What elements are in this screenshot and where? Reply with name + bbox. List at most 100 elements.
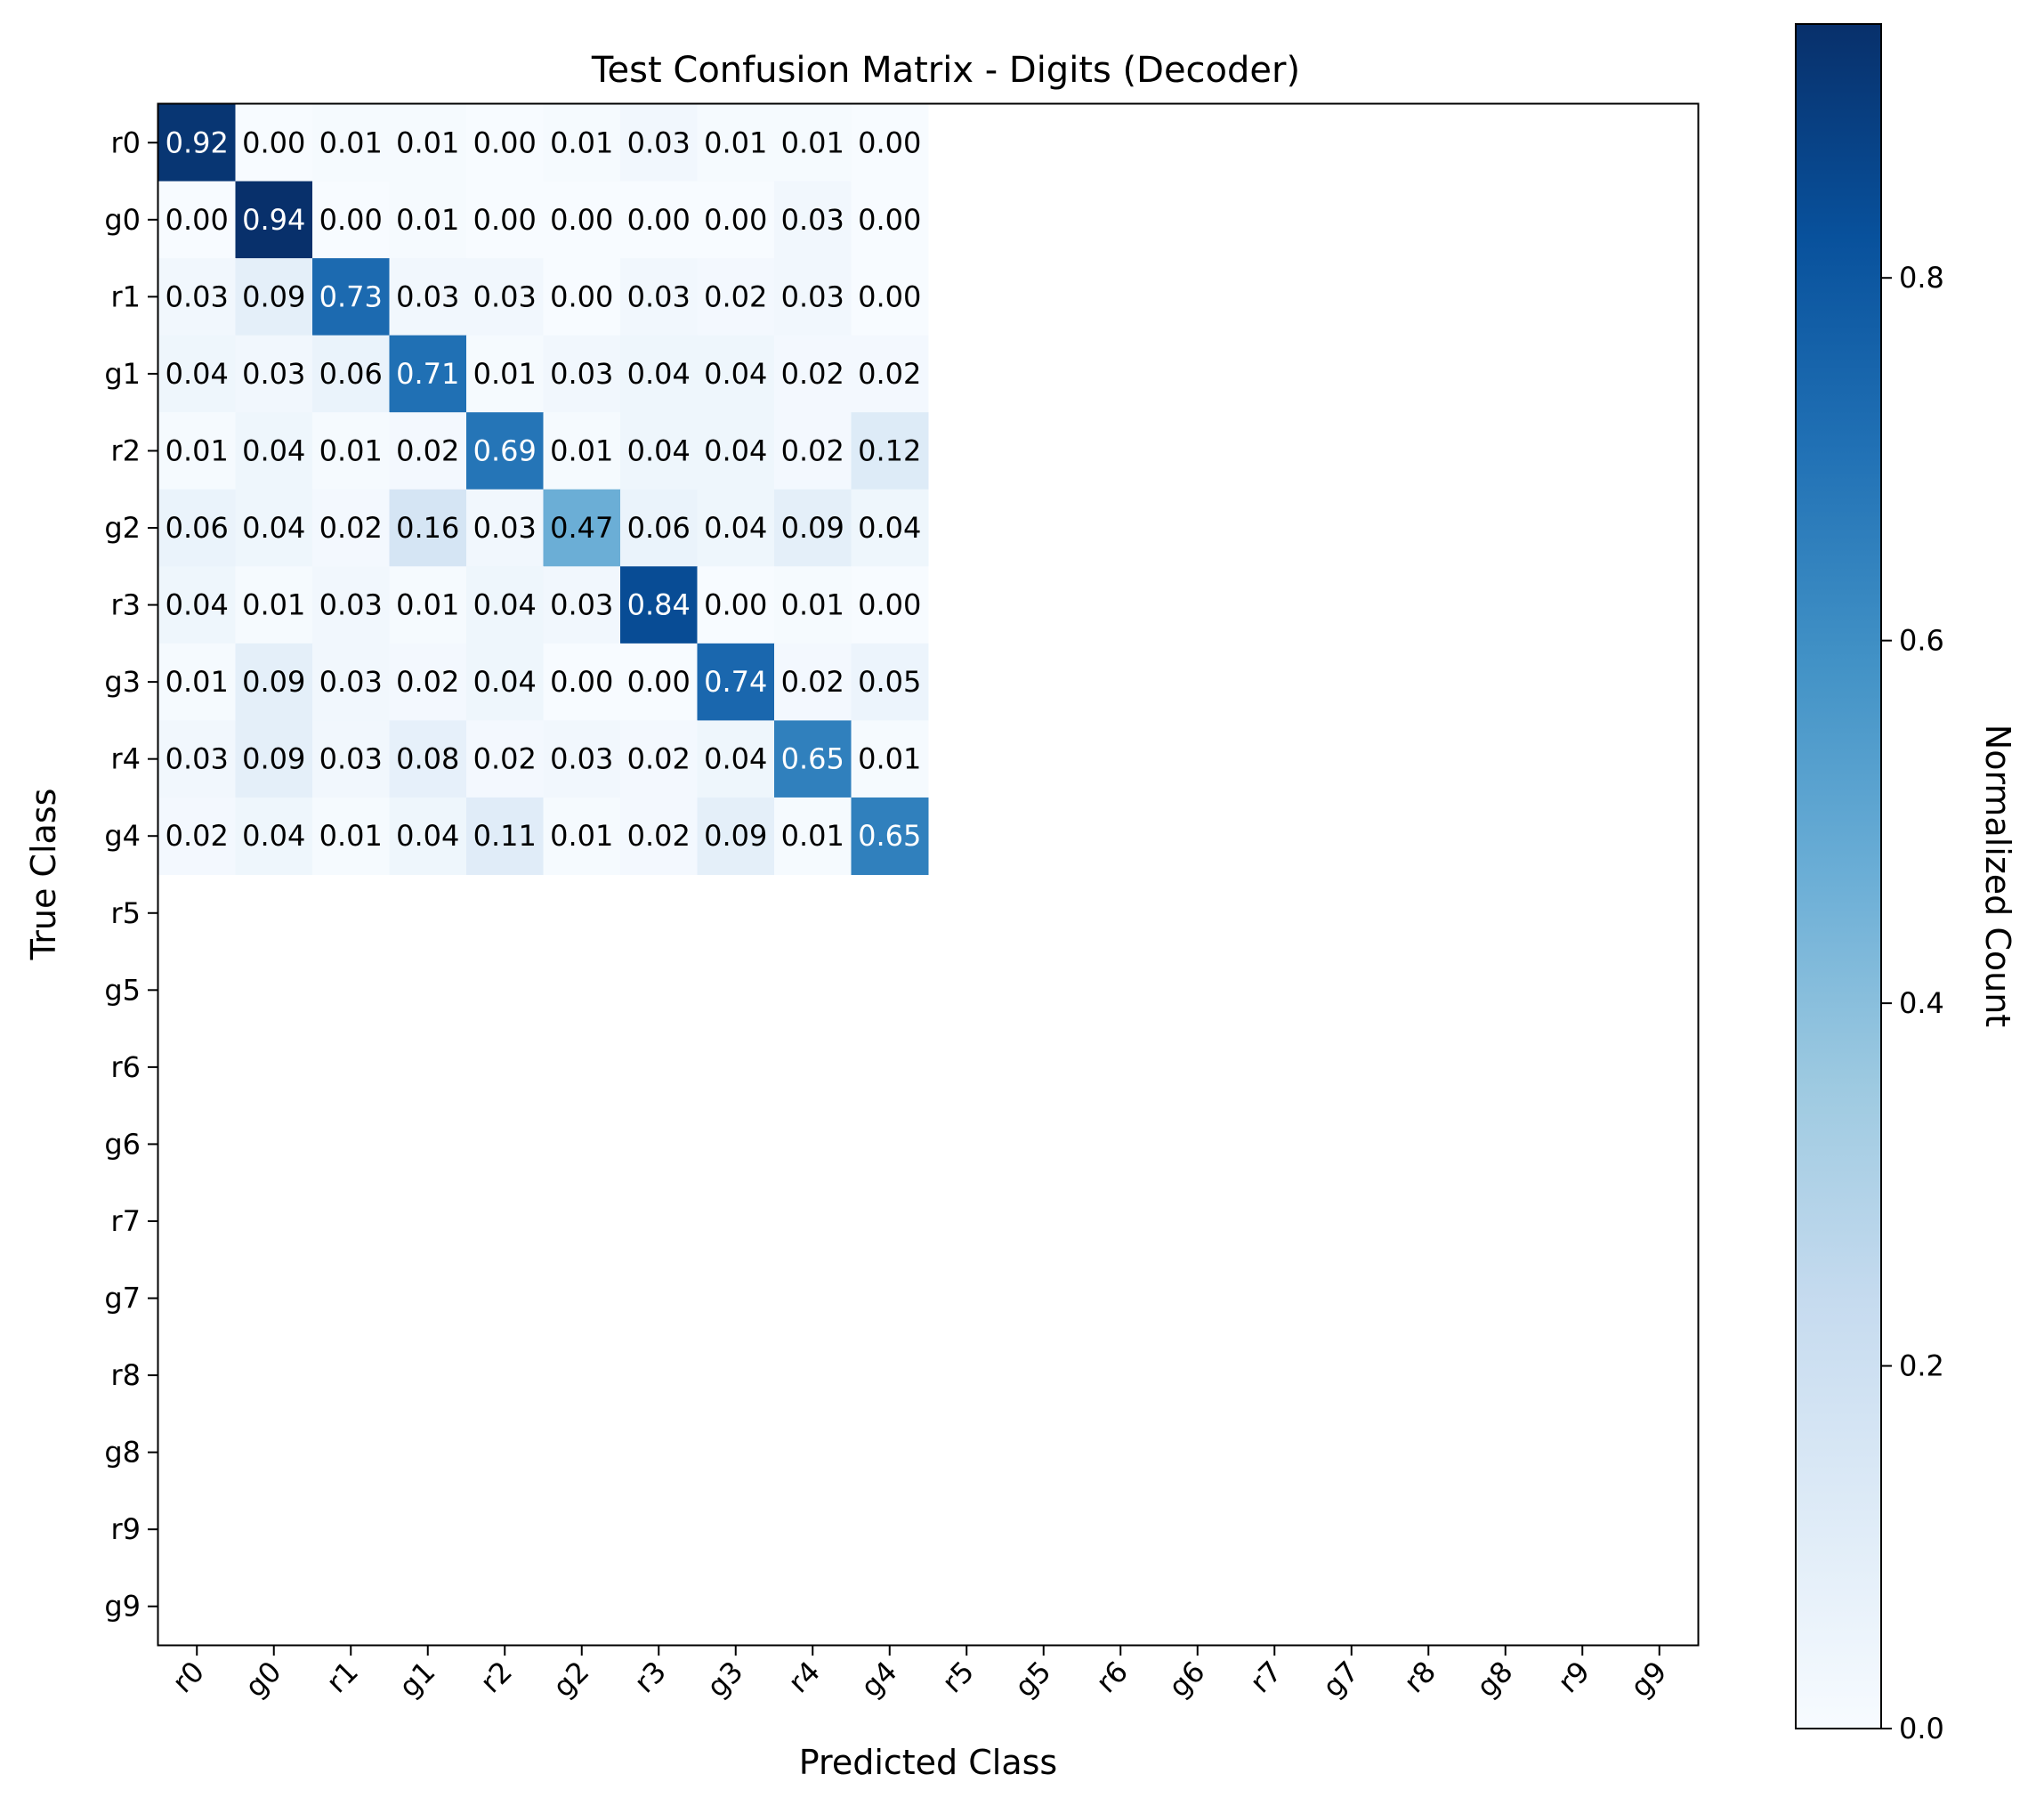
heatmap-cell <box>697 104 775 182</box>
x-axis-ticks: r0 g0 r1 g1 r2 g2 r3 g3 r4 g4 r5 g5 r6 g6 r7 g7 r8 g8 r9 g9 <box>166 1645 1673 1704</box>
cell-value-label: 0.01 <box>550 126 613 159</box>
cell-value-label: 0.04 <box>704 357 767 391</box>
heatmap-cell <box>235 797 313 875</box>
cell-value-label: 0.03 <box>781 203 844 237</box>
x-tick-label: g4 <box>854 1655 904 1705</box>
heatmap-cell <box>235 643 313 721</box>
cell-value-label: 0.06 <box>166 511 229 545</box>
heatmap-cell <box>697 258 775 336</box>
heatmap-cell <box>543 643 621 721</box>
heatmap-cell <box>235 335 313 413</box>
cell-value-label: 0.00 <box>473 126 537 159</box>
heatmap-cell <box>158 643 236 721</box>
heatmap-cell <box>620 797 698 875</box>
heatmap-cell <box>158 720 236 798</box>
x-tick-label: r9 <box>1551 1655 1596 1700</box>
heatmap-cell <box>312 412 390 490</box>
cell-value-label: 0.09 <box>781 511 844 545</box>
cell-value-label: 0.01 <box>242 588 305 622</box>
heatmap-cell <box>774 489 852 567</box>
heatmap-cell <box>543 489 621 567</box>
cell-value-label: 0.00 <box>550 665 613 699</box>
y-tick-label: g4 <box>104 819 141 853</box>
cell-value-label: 0.00 <box>166 203 229 237</box>
heatmap-cell <box>543 412 621 490</box>
cell-value-label: 0.04 <box>166 357 229 391</box>
heatmap-cell <box>389 181 467 259</box>
cell-value-label: 0.06 <box>319 357 383 391</box>
heatmap-cell <box>158 104 236 182</box>
heatmap-cell <box>697 489 775 567</box>
heatmap-cell <box>620 720 698 798</box>
cell-value-label: 0.02 <box>396 433 459 467</box>
y-tick-label: r4 <box>110 742 141 776</box>
y-axis-ticks: r0 g0 r1 g1 r2 g2 r3 g3 r4 g4 r5 g5 r6 g6 r7 g7 r8 g8 r9 g9 <box>104 126 158 1624</box>
heatmap-cell <box>697 797 775 875</box>
cell-value-label: 0.16 <box>396 511 459 545</box>
colorbar-tick-label: 0.2 <box>1899 1349 1944 1383</box>
cell-value-label: 0.03 <box>473 511 537 545</box>
cell-value-label: 0.03 <box>166 742 229 776</box>
cell-value-label: 0.04 <box>858 511 921 545</box>
y-tick-label: g1 <box>104 357 141 391</box>
heatmap-cell <box>851 643 929 721</box>
plot-frame <box>157 102 1700 1647</box>
heatmap-cell <box>235 412 313 490</box>
cell-value-label: 0.00 <box>319 203 383 237</box>
heatmap-cell <box>620 489 698 567</box>
cell-value-label: 0.04 <box>473 665 537 699</box>
cell-value-label: 0.69 <box>473 433 537 467</box>
cell-value-label: 0.03 <box>550 742 613 776</box>
heatmap-cell <box>466 720 544 798</box>
cell-value-label: 0.02 <box>166 819 229 853</box>
cell-value-label: 0.01 <box>704 126 767 159</box>
cell-value-label: 0.47 <box>550 511 613 545</box>
cell-value-label: 0.04 <box>242 511 305 545</box>
x-tick-label: g7 <box>1316 1655 1366 1705</box>
x-tick-label: g1 <box>392 1655 442 1705</box>
cell-value-label: 0.01 <box>166 665 229 699</box>
heatmap-cell <box>697 412 775 490</box>
heatmap-cell <box>235 566 313 644</box>
heatmap-cell <box>697 181 775 259</box>
cell-value-label: 0.04 <box>627 357 691 391</box>
y-tick-label: r8 <box>110 1358 141 1392</box>
cell-value-label: 0.00 <box>550 203 613 237</box>
heatmap-cell <box>312 566 390 644</box>
x-tick-label: r7 <box>1243 1655 1289 1700</box>
y-tick-label: r1 <box>110 279 141 313</box>
cell-value-label: 0.00 <box>858 588 921 622</box>
cell-value-label: 0.01 <box>781 126 844 159</box>
cell-value-label: 0.01 <box>473 357 537 391</box>
x-tick-label: g8 <box>1470 1655 1520 1705</box>
heatmap-cell <box>774 104 852 182</box>
cell-value-label: 0.02 <box>781 665 844 699</box>
cell-value-label: 0.71 <box>396 357 459 391</box>
y-tick-label: g3 <box>104 665 141 699</box>
cell-value-label: 0.03 <box>550 357 613 391</box>
heatmap-cell <box>774 335 852 413</box>
y-tick-label: g8 <box>104 1436 141 1470</box>
heatmap-cell <box>466 412 544 490</box>
heatmap-cell <box>158 489 236 567</box>
heatmap-cell <box>851 566 929 644</box>
cell-value-label: 0.00 <box>627 203 691 237</box>
cell-value-label: 0.04 <box>704 433 767 467</box>
cell-value-label: 0.73 <box>319 279 383 313</box>
heatmap-cell <box>543 720 621 798</box>
y-tick-label: g0 <box>104 203 141 237</box>
x-tick-label: r5 <box>935 1655 981 1700</box>
y-tick-label: g9 <box>104 1590 141 1624</box>
colorbar-tick-label: 0.6 <box>1899 624 1944 658</box>
cell-value-label: 0.01 <box>550 819 613 853</box>
cell-value-label: 0.09 <box>242 279 305 313</box>
cell-value-label: 0.02 <box>627 742 691 776</box>
heatmap-cell <box>389 489 467 567</box>
cell-value-label: 0.01 <box>319 819 383 853</box>
cell-value-label: 0.03 <box>396 279 459 313</box>
x-tick-label: r2 <box>473 1655 519 1700</box>
heatmap-cell <box>158 181 236 259</box>
cell-value-label: 0.04 <box>242 433 305 467</box>
cell-value-label: 0.09 <box>242 665 305 699</box>
